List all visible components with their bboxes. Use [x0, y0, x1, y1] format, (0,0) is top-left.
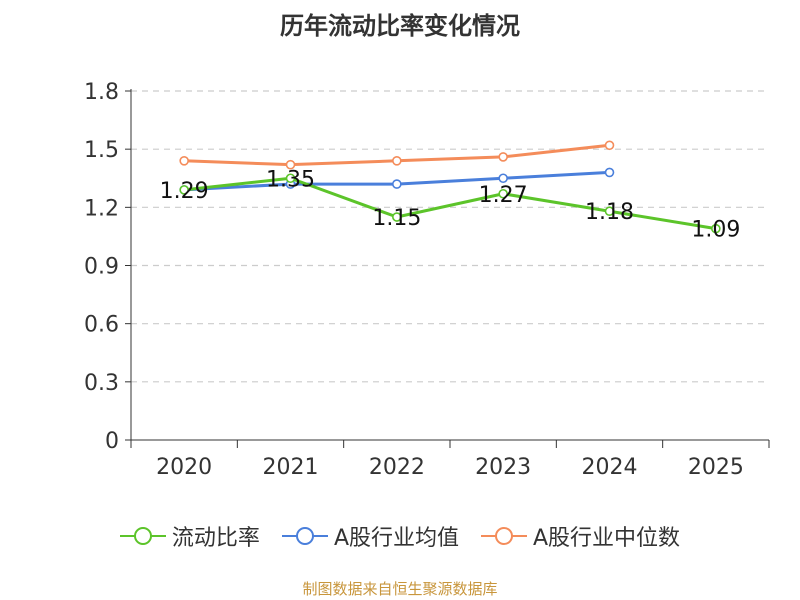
- chart-title: 历年流动比率变化情况: [280, 12, 520, 40]
- legend-label-current-ratio: 流动比率: [171, 526, 260, 551]
- legend-marker-current-ratio: [119, 527, 166, 545]
- data-point: [604, 167, 615, 178]
- data-label: 1.09: [691, 218, 740, 243]
- data-point: [711, 223, 721, 234]
- x-tick-label: 2021: [263, 455, 319, 480]
- data-point: [285, 159, 296, 170]
- legend-label-industry-median: A股行业中位数: [533, 526, 681, 551]
- series-line: [184, 176, 717, 231]
- x-tick-label: 2025: [688, 455, 744, 480]
- x-tick-label: 2023: [475, 455, 531, 480]
- x-tick-label: 2020: [156, 455, 212, 480]
- legend-marker-industry-mean: [281, 527, 328, 545]
- y-tick-label: 1.2: [84, 196, 119, 221]
- data-point: [179, 185, 189, 195]
- legend-item-industry-mean[interactable]: A股行业均值: [281, 520, 459, 552]
- legend-label-industry-mean: A股行业均值: [333, 526, 459, 551]
- data-point: [604, 140, 615, 151]
- y-tick-label: 0.9: [84, 255, 119, 280]
- y-tick-label: 1.8: [84, 80, 119, 105]
- legend-marker-industry-median: [481, 527, 527, 545]
- data-source-note: 制图数据来自恒生聚源数据库: [302, 580, 498, 598]
- data-label: 1.18: [585, 200, 634, 225]
- data-point: [498, 173, 508, 184]
- y-tick-label: 0.3: [84, 371, 119, 396]
- data-label: 1.35: [266, 167, 315, 192]
- data-point: [392, 156, 402, 166]
- x-tick-label: 2022: [369, 455, 425, 480]
- data-label: 1.27: [479, 183, 528, 208]
- axes: 0 0.3 0.6 0.9 1.2 1.5 1.8 2020 2021 2022 2023 2024 2…: [84, 80, 770, 480]
- x-tick-label: 2024: [582, 455, 638, 480]
- line-chart: 0 0.3 0.6 0.9 1.2 1.5 1.8 2020 2021 2022 2023 2024 2…: [84, 80, 770, 480]
- data-point: [498, 152, 508, 162]
- series-layer: [179, 140, 721, 234]
- data-point: [285, 173, 296, 184]
- data-point: [604, 206, 615, 217]
- data-point: [179, 156, 189, 166]
- y-tick-label: 1.5: [84, 138, 119, 163]
- data-point: [498, 188, 508, 199]
- data-labels: 1.29 1.35 1.15 1.27 1.18 1.09: [160, 167, 741, 242]
- data-label: 1.15: [372, 206, 421, 231]
- legend-item-industry-median[interactable]: A股行业中位数: [481, 520, 680, 552]
- grid-lines: [131, 90, 769, 383]
- data-point: [392, 212, 402, 222]
- y-tick-label: 0: [105, 429, 119, 454]
- legend-item-current-ratio[interactable]: 流动比率: [119, 520, 260, 552]
- data-label: 1.29: [160, 179, 209, 204]
- data-point: [392, 179, 402, 189]
- y-tick-label: 0.6: [84, 313, 119, 338]
- legend: 流动比率 A股行业均值 A股行业中位数: [0, 520, 800, 552]
